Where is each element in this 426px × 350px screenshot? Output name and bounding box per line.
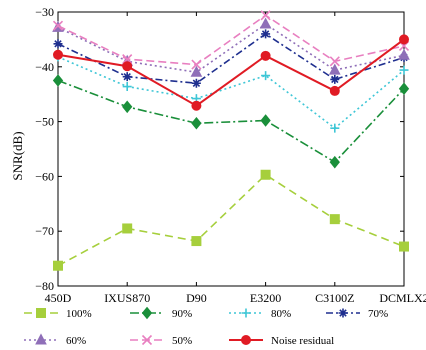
series-line	[57, 173, 405, 267]
x-tick-label: IXUS870	[104, 291, 150, 305]
legend-label: 70%	[368, 308, 388, 320]
series-1	[52, 74, 410, 169]
y-tick-label: −40	[35, 60, 54, 74]
legend-item: 80%	[229, 308, 291, 320]
x-tick-label: D90	[186, 291, 207, 305]
data-point	[329, 56, 340, 67]
x-tick-label: E3200	[250, 291, 281, 305]
y-tick-label: −70	[35, 224, 54, 238]
data-point	[53, 49, 63, 60]
y-tick-label: −50	[35, 115, 54, 129]
data-point	[52, 20, 64, 31]
data-point	[122, 100, 133, 114]
data-point	[191, 59, 202, 70]
legend-marker	[35, 333, 47, 345]
x-tick-label: DCMLX2	[379, 291, 426, 305]
x-axis: 450D IXUS870 D90 E3200 C3100Z DCMLX2	[45, 12, 426, 305]
legend-marker	[141, 306, 153, 320]
y-tick-label: −60	[35, 169, 54, 183]
data-point	[260, 10, 271, 21]
data-point	[191, 116, 202, 130]
series-6	[53, 34, 409, 111]
plot-frame	[57, 11, 405, 287]
data-point	[190, 65, 203, 77]
data-point	[398, 48, 410, 60]
data-point	[260, 50, 271, 61]
y-axis: −30 −40 −50 −60 −70 −80	[35, 5, 404, 293]
data-point	[53, 260, 63, 271]
data-point	[122, 54, 133, 65]
data-point	[398, 82, 410, 96]
data-point	[52, 74, 64, 87]
data-point	[122, 82, 132, 92]
data-point	[122, 61, 133, 72]
series-line	[57, 38, 405, 107]
series-0	[53, 169, 409, 271]
legend-marker	[36, 308, 46, 318]
legend-label: 60%	[66, 335, 86, 347]
legend-label: 100%	[66, 308, 92, 320]
data-point	[330, 74, 340, 84]
legend-item: 70%	[326, 308, 388, 320]
data-point	[260, 114, 271, 127]
series-line	[57, 79, 405, 164]
series-line	[57, 32, 405, 85]
data-point	[122, 72, 132, 82]
legend-marker	[241, 308, 251, 318]
data-point	[260, 169, 271, 180]
data-point	[261, 29, 271, 39]
series-line	[57, 56, 405, 130]
legend-item: Noise residual	[229, 335, 334, 347]
plot-border	[57, 11, 405, 287]
data-point	[259, 17, 272, 29]
data-point	[399, 241, 409, 252]
data-point	[122, 223, 133, 234]
series-5	[52, 10, 410, 70]
series-3	[53, 29, 409, 88]
legend-label: 80%	[271, 308, 291, 320]
data-point	[330, 123, 340, 133]
data-point	[328, 63, 341, 75]
legend-marker	[241, 335, 251, 345]
data-point	[399, 65, 409, 75]
legend-item: 60%	[24, 333, 86, 347]
series-line	[57, 23, 405, 74]
legend-marker	[338, 308, 348, 318]
legend-item: 100%	[24, 308, 92, 320]
data-point	[191, 100, 202, 111]
series-line	[57, 14, 405, 66]
data-point	[329, 155, 340, 169]
legend-label: 90%	[172, 308, 192, 320]
legend-label: Noise residual	[271, 335, 334, 347]
x-tick-label: 450D	[45, 291, 72, 305]
legend-item: 90%	[130, 306, 192, 320]
y-tick-label: −80	[35, 279, 54, 293]
data-point	[53, 39, 63, 49]
y-tick-label: −30	[35, 5, 54, 19]
x-tick-label: C3100Z	[315, 291, 354, 305]
series-4	[52, 17, 410, 77]
data-point	[191, 236, 202, 247]
legend: 100% 90% 80% 70% 60% 50% Noise residual	[24, 306, 388, 347]
data-point	[261, 71, 271, 81]
data-point	[399, 34, 409, 45]
legend-item: 50%	[130, 334, 192, 347]
legend-label: 50%	[172, 335, 192, 347]
data-point	[329, 85, 340, 96]
data-point	[191, 78, 201, 88]
series-2	[53, 52, 409, 133]
series-layer	[52, 10, 410, 271]
data-point	[329, 214, 340, 225]
y-axis-label: SNR(dB)	[10, 131, 25, 180]
legend-marker	[141, 334, 153, 346]
